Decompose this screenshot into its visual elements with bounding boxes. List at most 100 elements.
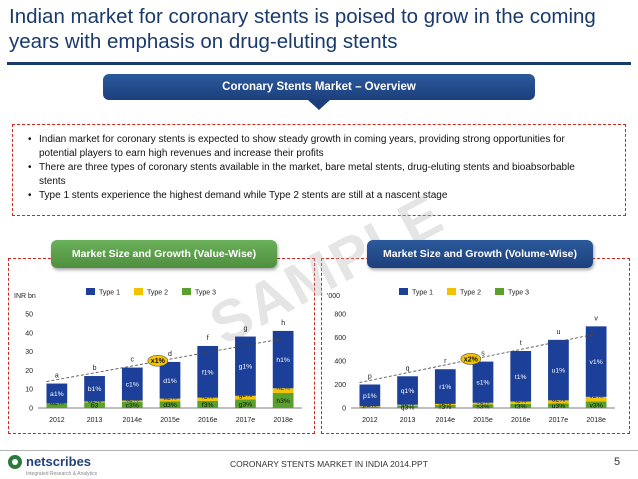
bar-segment-type1 [434,369,456,404]
legend-swatch [182,288,191,295]
bar-data-label: u3% [552,403,566,410]
volume-chart-title: Market Size and Growth (Volume-Wise) [367,240,593,268]
cagr-badge [147,354,169,367]
x-tick-label: 2015e [473,417,493,424]
y-tick-label: 400 [334,359,346,366]
bar-segment-type2 [434,403,456,406]
bar-segment-type3 [197,400,219,408]
bar-total-label: a [55,373,59,380]
bar-data-label: f3% [202,402,214,409]
x-tick-label: 2017e [549,417,569,424]
logo-text: netscribes [26,454,92,469]
bar-segment-type1 [121,367,143,401]
logo-tagline: Integrated Research & Analytics [26,471,98,477]
bar-segment-type1 [548,339,569,401]
y-axis-unit: '000 [327,293,340,300]
bullet-item: Type 1 stents experience the highest dem… [28,189,598,203]
y-tick-label: 0 [342,406,346,413]
bar-data-label: b1% [88,386,102,393]
bar-segment-type3 [472,404,494,408]
bar-segment-type1 [272,330,294,389]
y-tick-label: 30 [25,349,33,356]
legend-label: Type 1 [412,290,433,297]
bar-segment-type3 [585,401,607,408]
bar-segment-type2 [121,400,143,402]
bar-total-label: p [368,374,372,381]
legend-swatch [495,288,504,295]
bar-segment-type2 [84,401,105,403]
bar-segment-type1 [159,361,181,399]
bar-data-label: s1% [476,380,489,387]
bullet-item: There are three types of coronary stents… [28,161,598,189]
bar-segment-type3 [548,403,569,408]
bar-segment-type2 [197,397,219,401]
bar-data-label: t1% [515,374,527,381]
x-tick-label: 2013 [87,417,103,424]
bar-data-label: r3% [439,404,451,411]
chevron-down-icon [308,100,330,110]
title-divider [7,62,631,65]
legend-swatch [399,288,408,295]
x-tick-label: 2012 [362,417,378,424]
bar-data-label: p1% [363,393,377,400]
x-tick-label: 2015e [160,417,180,424]
x-tick-label: 2014e [123,417,143,424]
bar-data-label: q3% [401,404,415,411]
legend-label: Type 3 [195,290,216,297]
bar-total-label: r [444,358,447,365]
y-tick-label: 600 [334,335,346,342]
bar-segment-type2 [397,404,418,406]
bar-segment-type1 [84,376,105,402]
bar-segment-type1 [585,326,607,397]
x-tick-label: 2013 [400,417,416,424]
bar-data-label: b3 [91,403,99,410]
bar-total-label: v [594,315,598,322]
y-tick-label: 40 [25,330,33,337]
bar-segment-type3 [84,402,105,408]
value-chart-title: Market Size and Growth (Value-Wise) [51,240,277,268]
netscribes-logo: netscribes Integrated Research & Analyti… [8,454,97,477]
bar-segment-type1 [472,361,494,403]
cagr-badge [460,353,482,365]
bar-total-label: t [520,340,522,347]
bar-data-label: s3% [476,404,489,411]
y-tick-label: 50 [25,312,33,319]
bar-segment-type2 [585,396,607,402]
y-tick-label: 0 [29,406,33,413]
legend-swatch [447,288,456,295]
bar-data-label: c3% [126,402,139,409]
bar-data-label: g3% [239,401,253,408]
bar-segment-type2 [235,395,256,400]
bullet-item: Indian market for coronary stents is exp… [28,133,598,161]
bar-data-label: t3% [515,403,527,410]
bar-data-label: v1% [590,359,603,366]
bar-data-label: r1% [439,384,451,391]
bar-data-label: a1% [50,391,64,398]
bar-data-label: q1% [401,388,415,395]
bar-segment-type1 [235,336,256,396]
legend-label: Type 3 [508,290,529,297]
y-axis-unit: INR bn [14,293,36,300]
bar-total-label: s [481,351,485,358]
bar-data-label: c1% [126,382,139,389]
x-tick-label: 2018e [273,417,293,424]
legend-label: Type 2 [147,290,168,297]
bar-segment-type2 [548,400,569,404]
x-tick-label: 2014e [436,417,456,424]
y-tick-label: 800 [334,312,346,319]
bar-segment-type3 [510,403,532,408]
bar-data-label: d1% [163,378,177,385]
cagr-arrow-head [589,333,595,338]
bar-segment-type1 [359,384,381,407]
legend-label: Type 2 [460,290,481,297]
overview-banner: Coronary Stents Market – Overview [103,74,535,100]
y-tick-label: 200 [334,382,346,389]
page-number: 5 [614,456,621,468]
x-tick-label: 2016e [198,417,218,424]
bar-data-label: h1% [276,357,290,364]
bar-total-label: d [168,351,172,358]
y-tick-label: 20 [25,368,33,375]
cagr-label: x1% [151,358,166,365]
bar-segment-type2 [510,401,532,404]
